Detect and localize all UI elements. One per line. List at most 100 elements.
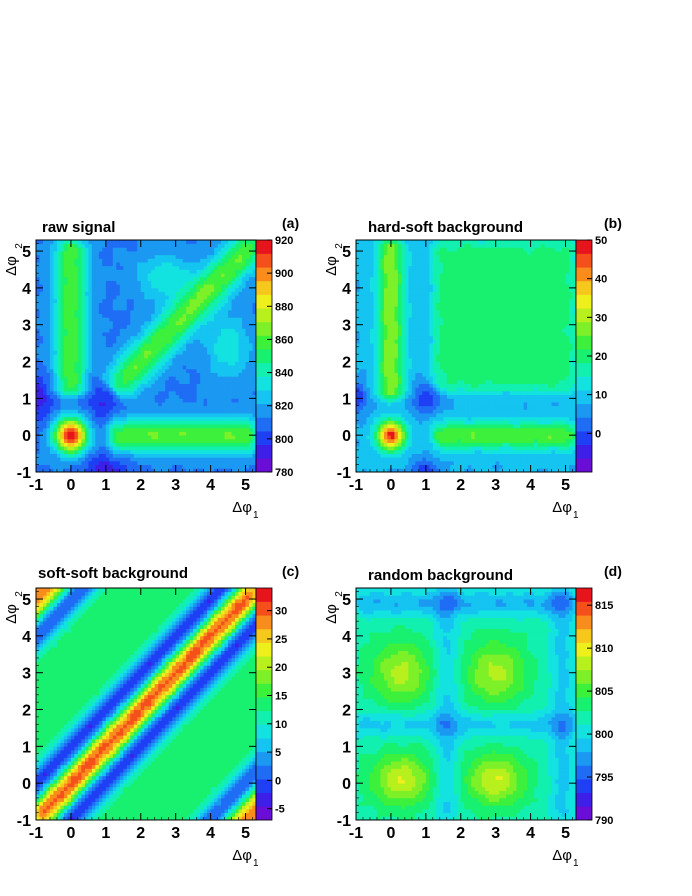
heatmap-cell bbox=[77, 321, 82, 326]
heatmap-cell bbox=[245, 376, 250, 381]
heatmap-cell bbox=[210, 346, 215, 351]
heatmap-cell bbox=[105, 302, 110, 307]
heatmap-cell bbox=[102, 262, 107, 267]
heatmap-cell bbox=[63, 339, 68, 344]
heatmap-cell bbox=[102, 284, 107, 289]
heatmap-cell bbox=[238, 442, 243, 447]
colorbar-bin bbox=[256, 431, 272, 446]
heatmap-cell bbox=[221, 431, 225, 436]
heatmap-cell bbox=[126, 321, 131, 326]
heatmap-cell bbox=[151, 254, 156, 259]
heatmap-cell bbox=[376, 343, 381, 348]
heatmap-cell bbox=[133, 265, 138, 270]
heatmap-cell bbox=[366, 383, 371, 388]
heatmap-cell bbox=[137, 394, 142, 399]
heatmap-cell bbox=[228, 321, 232, 326]
heatmap-cell bbox=[77, 405, 82, 410]
heatmap-cell bbox=[172, 302, 177, 307]
heatmap-cell bbox=[179, 335, 184, 340]
heatmap-cell bbox=[390, 262, 395, 267]
heatmap-cell bbox=[228, 464, 232, 469]
heatmap-cell bbox=[151, 435, 156, 440]
heatmap-cell bbox=[88, 343, 93, 348]
heatmap-cell bbox=[376, 346, 381, 351]
heatmap-cell bbox=[63, 442, 68, 447]
heatmap-cell bbox=[356, 402, 360, 407]
heatmap-cell bbox=[224, 468, 229, 473]
heatmap-cell bbox=[196, 405, 201, 410]
heatmap-cell bbox=[196, 350, 201, 355]
heatmap-cell bbox=[39, 276, 44, 281]
heatmap-cell bbox=[182, 354, 187, 359]
heatmap-cell bbox=[123, 306, 128, 311]
heatmap-cell bbox=[168, 346, 173, 351]
heatmap-cell bbox=[77, 438, 82, 443]
heatmap-cell bbox=[249, 354, 253, 359]
heatmap-cell bbox=[105, 460, 110, 466]
heatmap-cell bbox=[369, 298, 374, 303]
heatmap-cell bbox=[231, 335, 236, 340]
heatmap-cell bbox=[193, 468, 198, 473]
heatmap-cell bbox=[245, 435, 250, 440]
heatmap-cell bbox=[60, 273, 65, 278]
heatmap-cell bbox=[46, 328, 51, 333]
heatmap-cell bbox=[39, 357, 44, 362]
heatmap-cell bbox=[56, 240, 61, 245]
heatmap-cell bbox=[144, 335, 149, 340]
heatmap-cell bbox=[249, 247, 253, 252]
heatmap-cell bbox=[161, 254, 166, 259]
heatmap-cell bbox=[356, 306, 360, 311]
heatmap-cell bbox=[112, 390, 117, 396]
heatmap-cell bbox=[168, 379, 173, 385]
heatmap-cell bbox=[380, 376, 385, 381]
heatmap-cell bbox=[63, 350, 68, 355]
heatmap-cell bbox=[39, 413, 44, 418]
heatmap-cell bbox=[140, 317, 145, 322]
heatmap-cell bbox=[245, 446, 250, 451]
heatmap-cell bbox=[74, 453, 79, 458]
heatmap-cell bbox=[49, 321, 54, 326]
heatmap-cell bbox=[359, 460, 364, 466]
heatmap-cell bbox=[39, 273, 44, 278]
heatmap-cell bbox=[42, 457, 47, 462]
heatmap-cell bbox=[356, 435, 360, 440]
heatmap-cell bbox=[126, 368, 131, 373]
heatmap-cell bbox=[77, 416, 82, 421]
colorbar-tick-label: 780 bbox=[275, 467, 293, 479]
heatmap-cell bbox=[175, 313, 180, 318]
heatmap-cell bbox=[102, 251, 107, 256]
heatmap-cell bbox=[84, 276, 89, 281]
heatmap-cell bbox=[207, 394, 211, 399]
heatmap-cell bbox=[362, 468, 367, 473]
heatmap-cell bbox=[161, 387, 166, 392]
heatmap-cell bbox=[53, 254, 58, 259]
heatmap-cell bbox=[366, 435, 371, 440]
heatmap-cell bbox=[380, 287, 385, 292]
heatmap-cell bbox=[140, 457, 145, 462]
heatmap-cell bbox=[203, 284, 208, 289]
heatmap-cell bbox=[130, 427, 135, 432]
heatmap-cell bbox=[46, 435, 51, 440]
heatmap-cell bbox=[60, 321, 65, 326]
heatmap-cell bbox=[394, 405, 399, 410]
heatmap-cell bbox=[116, 431, 121, 436]
heatmap-cell bbox=[221, 291, 225, 296]
heatmap-cell bbox=[182, 317, 187, 322]
heatmap-cell bbox=[95, 416, 100, 421]
heatmap-cell bbox=[77, 247, 82, 252]
heatmap-cell bbox=[207, 365, 211, 370]
heatmap-cell bbox=[390, 420, 395, 425]
heatmap-cell bbox=[126, 328, 131, 333]
heatmap-cell bbox=[224, 431, 229, 436]
heatmap-cell bbox=[214, 460, 218, 466]
heatmap-cell bbox=[362, 402, 367, 407]
heatmap-cell bbox=[60, 350, 65, 355]
heatmap-cell bbox=[123, 280, 128, 285]
heatmap-cell bbox=[67, 464, 72, 469]
heatmap-cell bbox=[39, 402, 44, 407]
heatmap-cell bbox=[70, 442, 75, 447]
heatmap-cell bbox=[172, 460, 177, 466]
heatmap-cell bbox=[383, 416, 388, 421]
heatmap-cell bbox=[123, 273, 128, 278]
heatmap-cell bbox=[252, 361, 257, 366]
